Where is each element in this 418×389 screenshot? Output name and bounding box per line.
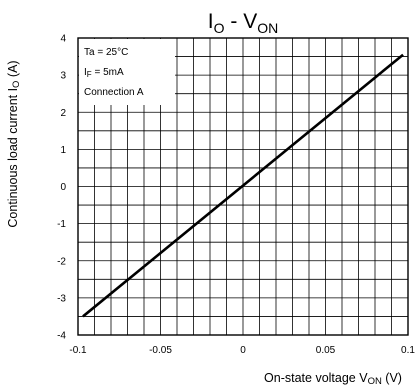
x-tick-label: 0.05: [316, 345, 336, 356]
y-tick-label: -4: [57, 331, 66, 342]
y-tick-label: 1: [60, 145, 66, 156]
x-axis-label: On-state voltage VON (V): [264, 371, 402, 387]
x-tick-label: 0.1: [401, 345, 415, 356]
plot-frame: [77, 37, 409, 336]
y-tick-label: -2: [57, 256, 66, 267]
conditions-box: Ta = 25°C IF = 5mA Connection A: [79, 39, 175, 105]
conditions-background: [79, 39, 175, 105]
y-tick-label: 0: [60, 182, 66, 193]
grid: [78, 38, 408, 335]
plot-border: [77, 37, 409, 336]
x-tick-label: -0.05: [149, 345, 172, 356]
y-tick-label: -3: [57, 293, 66, 304]
y-axis-label: Continuous load current IO (A): [6, 60, 22, 227]
condition-text: Ta = 25°C: [84, 47, 128, 58]
x-tick-label: -0.1: [69, 345, 87, 356]
y-tick-label: 3: [60, 71, 66, 82]
data-lines: [82, 53, 404, 318]
chart-title: IO - VON: [208, 10, 278, 36]
y-tick-label: 4: [60, 34, 66, 45]
y-tick-label: -1: [57, 219, 66, 230]
condition-text: IF = 5mA: [84, 67, 124, 79]
condition-text: Connection A: [84, 87, 144, 98]
y-tick-labels: 4 3 2 1 0 -1 -2 -3 -4: [57, 34, 66, 342]
series-line-0: [82, 53, 404, 318]
x-tick-labels: -0.1 -0.05 0 0.05 0.1: [69, 345, 415, 356]
y-tick-label: 2: [60, 108, 66, 119]
x-tick-label: 0: [240, 345, 246, 356]
